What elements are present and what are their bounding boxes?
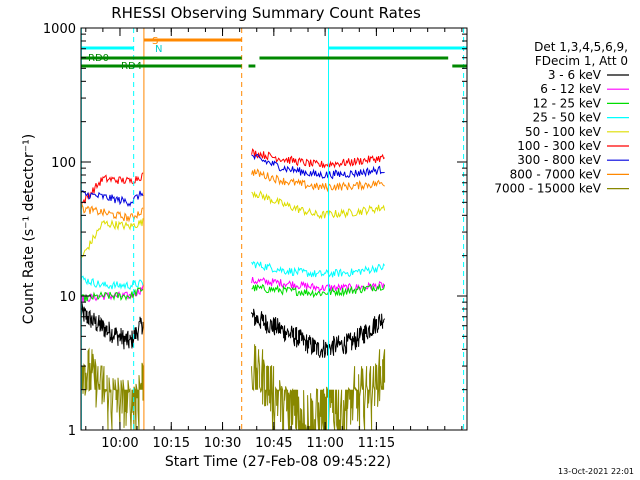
series-line — [81, 347, 144, 430]
series-line — [251, 190, 386, 220]
x-tick-label: 10:15 — [153, 436, 190, 451]
legend-label: 100 - 300 keV — [517, 139, 601, 153]
x-tick-label: 11:15 — [358, 436, 395, 451]
series-line — [81, 302, 144, 350]
x-tick-label: 10:30 — [204, 436, 241, 451]
y-tick-label: 10 — [59, 290, 76, 305]
flag-label-n: N — [155, 44, 162, 55]
legend-label: 3 - 6 keV — [548, 68, 602, 82]
legend-label: 300 - 800 keV — [517, 153, 601, 167]
x-axis-label: Start Time (27-Feb-08 09:45:22) — [165, 454, 391, 470]
legend-header-line-2: FDecim 1, Att 0 — [535, 54, 628, 68]
series-line — [251, 148, 385, 169]
y-tick-label: 1000 — [43, 22, 76, 37]
series-line — [81, 203, 144, 223]
legend-label: 25 - 50 keV — [533, 111, 602, 125]
series-line — [81, 275, 144, 291]
legend-label: 800 - 7000 keV — [510, 167, 602, 181]
legend: Det 1,3,4,5,6,9, FDecim 1, Att 0 3 - 6 k… — [494, 40, 629, 196]
series-line — [251, 276, 386, 294]
x-tick-label: 11:00 — [306, 436, 343, 451]
chart-title: RHESSI Observing Summary Count Rates — [111, 4, 421, 22]
footer-timestamp: 13-Oct-2021 22:01 — [558, 467, 634, 476]
x-tick-label: 10:00 — [101, 436, 138, 451]
y-axis-label: Count Rate (s⁻¹ detector⁻¹) — [21, 134, 37, 324]
legend-header-line-1: Det 1,3,4,5,6,9, — [534, 40, 628, 54]
series-line — [81, 286, 144, 303]
legend-label: 6 - 12 keV — [540, 82, 602, 96]
series-line — [251, 261, 385, 278]
x-axis-ticks: 10:00 10:15 10:30 10:45 11:00 11:15 — [85, 28, 463, 451]
series-line — [251, 308, 386, 358]
y-tick-label: 100 — [51, 156, 76, 171]
series-line — [251, 168, 385, 193]
flag-label-s: S — [152, 36, 158, 47]
series-line — [81, 218, 144, 259]
y-tick-label: 1 — [68, 424, 76, 439]
x-tick-label: 10:45 — [255, 436, 292, 451]
legend-label: 50 - 100 keV — [525, 125, 602, 139]
legend-label: 12 - 25 keV — [533, 96, 602, 110]
series-line — [81, 190, 144, 208]
flag-label-rd0: RD0 — [88, 53, 109, 64]
series-line — [251, 344, 386, 430]
series-line — [251, 283, 386, 299]
legend-label: 7000 - 15000 keV — [494, 182, 601, 196]
y-axis-ticks: 1 10 100 1000 — [43, 22, 467, 439]
series-line — [251, 154, 385, 180]
flag-label-rd4: RD4 — [121, 61, 142, 72]
